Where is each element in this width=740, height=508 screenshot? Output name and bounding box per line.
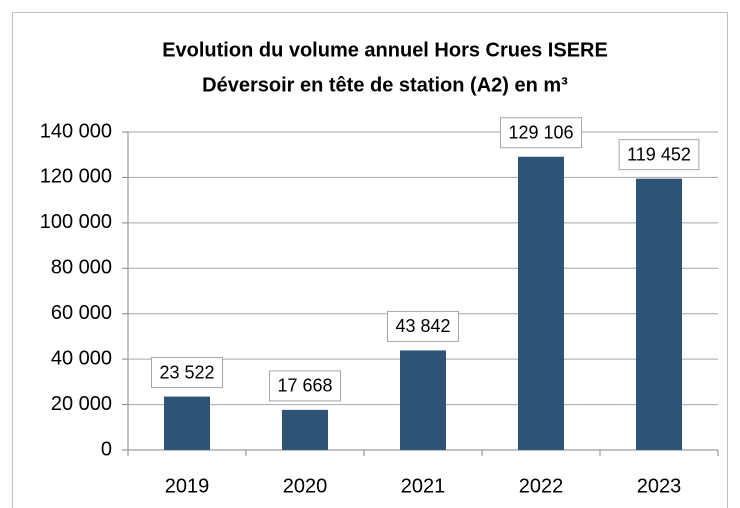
bar: [164, 396, 210, 450]
chart-title: Evolution du volume annuel Hors Crues IS…: [162, 39, 608, 61]
bar: [636, 178, 682, 450]
x-tick-label: 2021: [401, 475, 446, 497]
value-label-box: [499, 117, 583, 149]
y-tick-label: 80 000: [51, 257, 112, 279]
value-label: 43 842: [395, 316, 450, 336]
bar: [518, 156, 564, 451]
y-tick-label: 20 000: [51, 393, 112, 415]
value-label-box: [386, 310, 460, 342]
y-tick-label: 60 000: [51, 302, 112, 324]
x-tick-label: 2020: [283, 475, 328, 497]
y-tick-label: 0: [101, 438, 112, 460]
chart-subtitle: Déversoir en tête de station (A2) en m³: [202, 74, 568, 96]
chart-border: [12, 12, 728, 508]
value-label-box: [150, 357, 224, 389]
bar: [400, 350, 446, 450]
x-tick-label: 2023: [637, 475, 682, 497]
value-label-box: [618, 139, 700, 171]
x-tick-label: 2022: [519, 475, 564, 497]
value-label-box: [268, 370, 342, 402]
y-tick-label: 120 000: [40, 166, 112, 188]
bar: [282, 409, 328, 450]
value-label: 23 522: [159, 362, 214, 382]
value-label: 129 106: [508, 122, 573, 142]
x-tick-label: 2019: [165, 475, 210, 497]
y-tick-label: 140 000: [40, 120, 112, 142]
value-label: 119 452: [627, 144, 691, 164]
y-tick-label: 40 000: [51, 347, 112, 369]
y-tick-label: 100 000: [40, 211, 112, 233]
value-label: 17 668: [277, 376, 332, 396]
